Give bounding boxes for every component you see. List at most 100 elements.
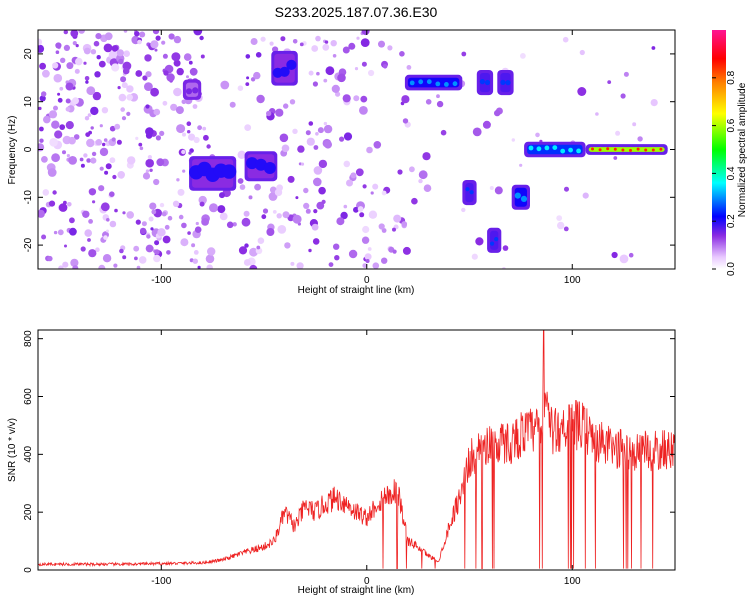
spectrogram-cell [311,45,319,52]
spectrogram-cell [122,255,127,260]
spectrogram-cell [328,262,334,267]
colorbar-ticks: 0.0 0.2 0.4 0.6 0.8 [712,70,737,276]
spectrogram-cell [57,92,61,96]
spectrogram-cell [87,113,92,117]
snr-panel: -100 0 100 0 200 400 600 800 Height of straight… [7,329,676,596]
spectrogram-cell [563,226,569,232]
spectrogram-cell [121,116,127,121]
spectrogram-ylabel: Frequency (Hz) [7,116,18,185]
spectrogram-cell [313,209,318,214]
spectrogram-feature-core [426,79,432,85]
spectrogram-cell [108,50,118,60]
spectrogram-cell [217,205,226,214]
spectrogram-cell [312,238,320,245]
spectrogram-cell [157,228,166,237]
spectrogram-cell [632,122,637,127]
spectrogram-cell [170,103,178,111]
spectrogram-cell [188,133,196,141]
spectrogram-cell [166,73,175,82]
spectrogram-cell [295,196,299,200]
spectrogram-cell [63,30,68,35]
spectrogram-cell [323,124,333,134]
spectrogram-cell [199,201,205,207]
spectrogram-cell [80,246,86,252]
spectrogram-feature-core [479,79,485,85]
spectrogram-cell [360,38,370,47]
spectrogram-cell [39,126,44,132]
spectrogram-cell [163,70,169,76]
spectrogram-cell [475,237,484,246]
spectrogram-cell [90,106,99,116]
spectrogram-cell [137,39,142,45]
spectrogram-cell [275,108,284,117]
spectrogram-cell [356,36,360,40]
spectrogram-cell [145,244,154,253]
spectrogram-cell [248,195,253,200]
spectrogram-cell [59,124,66,130]
spectrogram-cell [139,227,147,235]
spectrogram-feature-core [418,79,424,85]
spectrogram-feature-core [520,195,528,202]
spectrogram-cell [577,87,587,96]
spectrogram-cell [175,106,184,115]
spectrogram-cell [292,39,298,44]
spectrogram-cell [305,208,311,214]
spectrogram-cell [109,157,116,164]
spectrogram-cell [145,127,154,136]
spectrogram-cell [311,223,319,231]
spectrogram-cell [88,219,93,224]
spectrogram-cell [64,244,67,248]
spectrogram-cell [172,200,180,207]
spectrogram-cell [104,170,109,175]
spectrogram-feature [407,77,460,88]
spectrogram-cell [378,40,385,48]
spectrogram-cell [186,121,192,126]
spectrogram-cell [117,171,125,179]
spectrogram-cell [48,110,58,119]
spectrogram-feature-core [484,79,491,86]
snr-background [38,330,675,570]
spectrogram-cell [564,186,569,192]
spectrogram-cell [257,237,265,244]
spectrogram-cell [145,104,150,109]
spectrogram-cell [98,60,106,68]
spectrogram-feature-core [568,147,573,153]
spectrogram-cell [90,49,97,55]
spectrogram-cell [359,106,368,115]
spectrogram-cell [144,54,152,62]
spectrogram-cell [187,130,191,134]
spectrogram-cell [114,123,121,130]
spectrogram-cell [194,226,202,233]
spectrogram-cell [83,153,88,158]
spectrogram-cell [178,214,184,220]
spectrogram-cell [266,228,275,236]
spectrogram-cell [256,245,261,250]
spectrogram-cell [84,76,90,81]
spectrogram-cell [607,80,612,84]
spectrogram-cell [619,254,629,264]
spectrogram-feature-core [494,237,499,242]
spectrogram-cell [323,121,328,126]
spectrogram-cell [219,212,228,221]
spectrogram-cell [112,174,117,180]
spectrogram-cell [381,257,388,264]
spectrogram-feature-core [452,81,458,87]
spectrogram-cell [362,225,370,234]
spectrogram-cell [461,51,467,57]
colorbar-tick-label: 0.6 [726,118,737,132]
spectrogram-cell [135,136,139,140]
spectrogram-cell [249,264,258,269]
spectrogram-cell [461,207,466,213]
spectrogram-cell [188,151,192,155]
colorbar-label: Normalized spectral amplitude [737,82,748,217]
spectrogram-feature-core [544,145,550,151]
spectrogram-cell [406,65,412,70]
spectrogram-cell [206,264,213,269]
spectrogram-cell [177,188,185,196]
spectrogram-cell [119,248,124,254]
spectrogram-cell [316,71,320,76]
spectrogram-cell [93,40,100,47]
spectrogram-feature-core [469,190,474,195]
spectrogram-cell [49,138,58,147]
spectrogram-cell [161,211,167,217]
